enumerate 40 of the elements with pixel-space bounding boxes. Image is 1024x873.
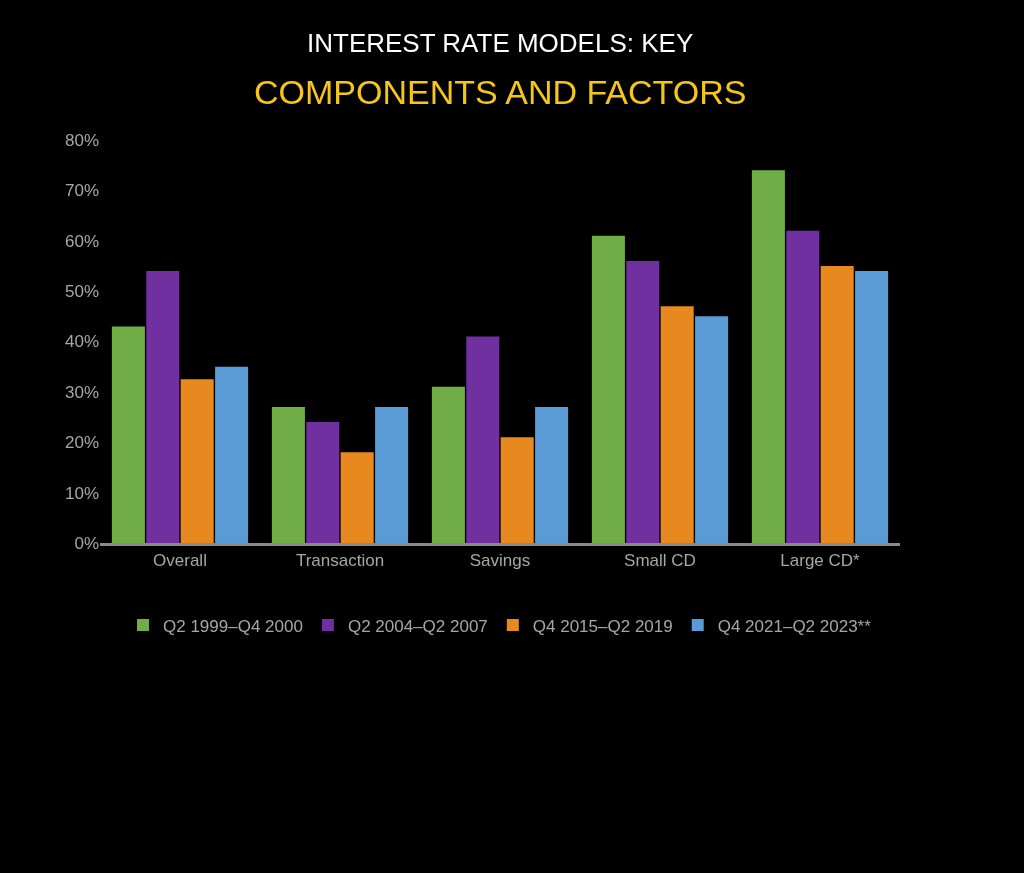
bar: [500, 437, 534, 543]
bar: [466, 336, 500, 543]
bar: [180, 379, 214, 543]
legend-label: Q4 2015–Q2 2019: [532, 616, 673, 636]
bar: [375, 406, 409, 543]
y-tick-label: 40%: [64, 332, 99, 352]
bar: [751, 170, 785, 543]
bar: [431, 386, 465, 543]
bar: [591, 235, 625, 543]
y-tick-label: 30%: [64, 382, 99, 402]
bar: [535, 406, 569, 543]
y-tick-label: 0%: [74, 533, 99, 553]
bar: [146, 270, 180, 543]
bar: [855, 270, 889, 543]
bar: [111, 326, 145, 543]
y-tick-label: 80%: [64, 130, 99, 150]
chart-subtitle: COMPONENTS AND FACTORS: [254, 73, 747, 111]
x-tick-label: Savings: [469, 551, 531, 571]
x-tick-label: Overall: [153, 551, 207, 571]
x-tick-label: Large CD*: [780, 551, 861, 571]
y-tick-label: 20%: [64, 433, 99, 453]
x-tick-label: Transaction: [295, 551, 385, 571]
legend-label: Q4 2021–Q2 2023**: [717, 616, 872, 636]
y-tick-label: 70%: [64, 181, 99, 201]
y-tick-label: 60%: [64, 231, 99, 251]
bar: [306, 422, 340, 543]
y-tick-label: 50%: [64, 282, 99, 302]
bar: [215, 366, 249, 543]
y-tick-label: 10%: [64, 483, 99, 503]
bar: [660, 306, 694, 543]
chart-title: INTEREST RATE MODELS: KEY: [307, 28, 694, 58]
bar: [340, 452, 374, 543]
bar: [271, 406, 305, 543]
bar: [626, 260, 660, 543]
legend-label: Q2 1999–Q4 2000: [163, 616, 303, 636]
legend-label: Q2 2004–Q2 2007: [347, 616, 488, 636]
bar: [695, 316, 729, 543]
x-tick-label: Small CD: [624, 551, 696, 571]
bar: [786, 230, 820, 543]
bar: [820, 265, 854, 543]
